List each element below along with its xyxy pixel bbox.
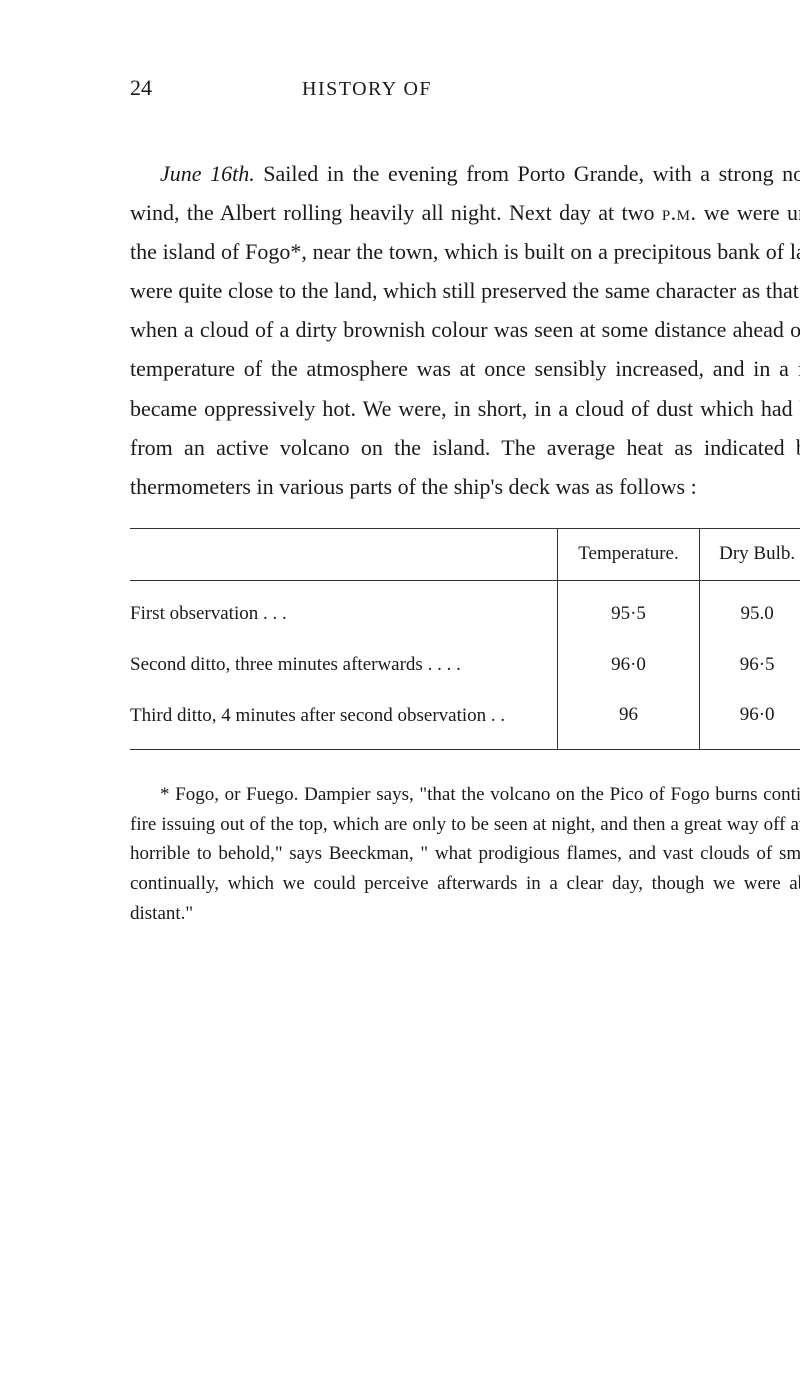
row-label: First observation . . . <box>130 580 557 639</box>
table-row: First observation . . . 95·5 95.0 67·0 <box>130 580 800 639</box>
body-text-run: Sailed in the evening from Porto Grande,… <box>130 161 800 499</box>
cell-temp: 96·0 <box>557 640 699 691</box>
cell-temp: 95·5 <box>557 580 699 639</box>
cell-dry: 95.0 <box>700 580 800 639</box>
col-temperature: Temperature. <box>557 529 699 581</box>
thermometer-table: Temperature. Dry Bulb. Wet Bulb. First o… <box>130 528 800 750</box>
page-number: 24 <box>130 70 152 106</box>
table-row: Third ditto, 4 minutes after second obse… <box>130 690 800 749</box>
table-corner <box>130 529 557 581</box>
cell-dry: 96·0 <box>700 690 800 749</box>
cell-temp: 96 <box>557 690 699 749</box>
row-label: Second ditto, three minutes afterwards .… <box>130 640 557 691</box>
date-italic: June 16th. <box>160 161 255 186</box>
table-row: Second ditto, three minutes afterwards .… <box>130 640 800 691</box>
page-header: 24 HISTORY OF <box>130 70 800 106</box>
cell-dry: 96·5 <box>700 640 800 691</box>
footnote-text: * Fogo, or Fuego. Dampier says, "that th… <box>130 784 800 924</box>
running-head: HISTORY OF <box>302 73 432 105</box>
row-label: Third ditto, 4 minutes after second obse… <box>130 690 557 749</box>
body-paragraph: June 16th. Sailed in the evening from Po… <box>130 154 800 506</box>
col-dry-bulb: Dry Bulb. <box>700 529 800 581</box>
footnote: * Fogo, or Fuego. Dampier says, "that th… <box>130 780 800 928</box>
